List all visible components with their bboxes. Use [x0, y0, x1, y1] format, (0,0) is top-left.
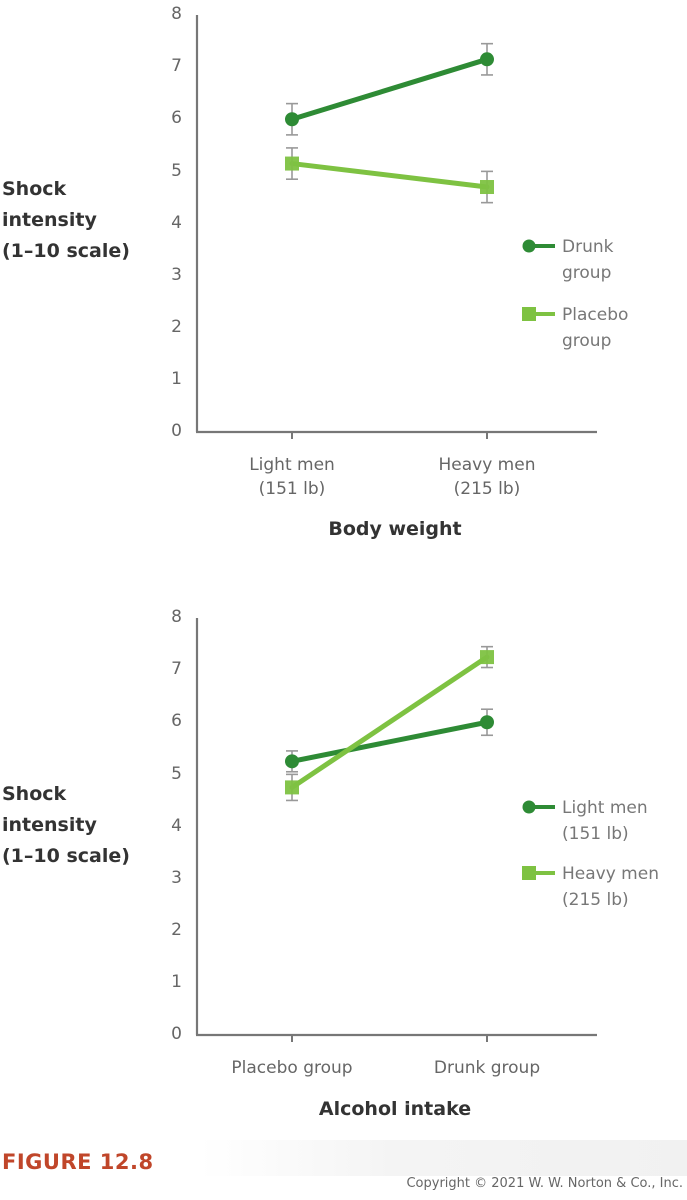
y-label-line: Shock — [2, 783, 67, 805]
legend-square-icon — [522, 307, 536, 321]
circle-marker — [480, 715, 494, 730]
y-tick: 8 — [171, 607, 182, 627]
series-line — [289, 719, 490, 764]
y-label-line: (1–10 scale) — [2, 240, 130, 262]
legend-line: (215 lb) — [562, 890, 629, 910]
top-y-axis-label: Shock intensity (1–10 scale) — [2, 174, 130, 267]
series-line — [289, 654, 490, 790]
copyright-text: Copyright © 2021 W. W. Norton & Co., Inc… — [406, 1176, 683, 1191]
legend-line: Light men — [562, 798, 648, 818]
circle-marker — [285, 754, 299, 769]
y-tick: 1 — [171, 369, 182, 389]
circle-marker — [285, 112, 299, 127]
legend-square-icon — [522, 866, 536, 880]
y-label-line: Shock — [2, 178, 67, 200]
square-marker — [285, 156, 299, 171]
footer-band — [200, 1140, 687, 1176]
legend-label-light-men: Light men (151 lb) — [562, 795, 648, 847]
y-label-line: intensity — [2, 814, 97, 836]
square-marker — [480, 180, 494, 195]
y-label-line: intensity — [2, 209, 97, 231]
figure-label: FIGURE 12.8 — [2, 1150, 154, 1174]
x-tick-light-men: Light men (151 lb) — [232, 453, 352, 501]
y-tick: 0 — [171, 421, 182, 441]
legend-label-drunk: Drunk group — [562, 234, 613, 286]
y-tick: 4 — [171, 816, 182, 836]
y-label-line: (1–10 scale) — [2, 845, 130, 867]
y-tick: 3 — [171, 265, 182, 285]
y-tick: 1 — [171, 972, 182, 992]
series-line — [289, 56, 490, 122]
square-marker — [480, 650, 494, 665]
legend-line: Placebo — [562, 305, 629, 325]
y-tick: 7 — [171, 56, 182, 76]
bottom-y-axis-label: Shock intensity (1–10 scale) — [2, 779, 130, 872]
legend-line: group — [562, 263, 612, 283]
y-tick: 2 — [171, 920, 182, 940]
x-tick-line: Heavy men — [438, 455, 536, 475]
legend-line: (151 lb) — [562, 824, 629, 844]
y-tick: 2 — [171, 317, 182, 337]
y-tick: 5 — [171, 161, 182, 181]
y-tick: 4 — [171, 213, 182, 233]
legend-line: Drunk — [562, 237, 614, 257]
legend-label-heavy-men: Heavy men (215 lb) — [562, 861, 659, 913]
y-tick: 3 — [171, 868, 182, 888]
legend-line: Heavy men — [562, 864, 659, 884]
bottom-x-axis-label: Alcohol intake — [318, 1098, 472, 1120]
x-tick-heavy-men: Heavy men (215 lb) — [427, 453, 547, 501]
top-x-axis-label: Body weight — [328, 518, 462, 540]
x-tick-line: Drunk group — [433, 1058, 541, 1078]
square-marker — [285, 780, 299, 795]
y-tick: 7 — [171, 659, 182, 679]
circle-marker — [480, 52, 494, 67]
x-tick-line: Placebo group — [231, 1058, 353, 1078]
y-tick: 6 — [171, 108, 182, 128]
y-tick: 0 — [171, 1024, 182, 1044]
legend-circle-icon — [522, 800, 536, 814]
x-tick-placebo: Placebo group — [207, 1056, 377, 1080]
x-tick-drunk: Drunk group — [402, 1056, 572, 1080]
x-tick-line: (151 lb) — [258, 479, 326, 499]
y-tick: 8 — [171, 4, 182, 24]
x-tick-line: (215 lb) — [453, 479, 521, 499]
legend-label-placebo: Placebo group — [562, 302, 628, 354]
series-line — [289, 161, 490, 190]
y-tick: 6 — [171, 711, 182, 731]
x-tick-line: Light men — [249, 455, 335, 475]
legend-line: group — [562, 331, 612, 351]
legend-circle-icon — [522, 239, 536, 253]
y-tick: 5 — [171, 764, 182, 784]
